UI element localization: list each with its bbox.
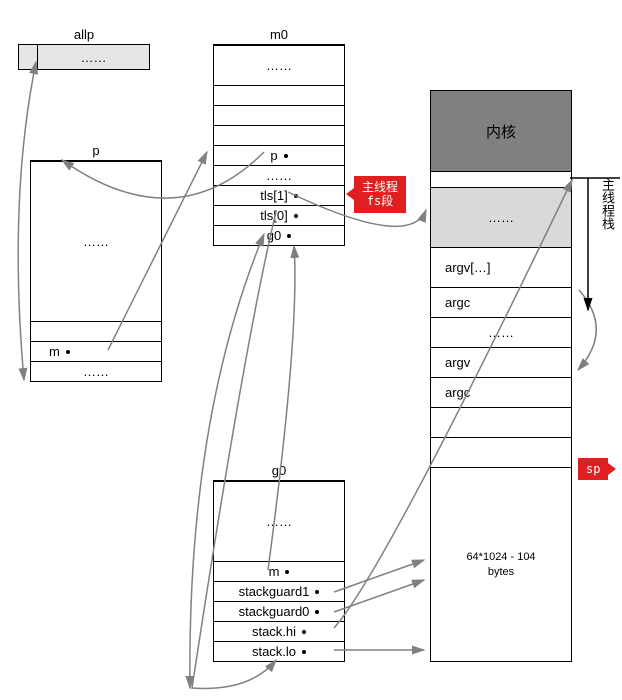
struct-row: [214, 85, 344, 105]
row-label: m: [269, 564, 280, 579]
struct-row: m: [31, 341, 161, 361]
struct-row: [431, 171, 571, 187]
struct-row: stack.lo: [214, 641, 344, 661]
struct-row: argc: [431, 377, 571, 407]
pointer-dot: [287, 234, 291, 238]
sp-tag: sp: [578, 458, 608, 480]
struct-row: tls[0]: [214, 205, 344, 225]
allp-inner: ……: [37, 45, 149, 69]
fs-tag-line2: fs段: [362, 194, 398, 208]
m0-struct: m0 ……p……tls[1]tls[0]g0: [213, 44, 345, 246]
struct-row: [214, 105, 344, 125]
row-label: argc: [445, 295, 470, 310]
struct-row: ……: [31, 161, 161, 321]
main-thread-stack-label: 主线程栈: [598, 178, 617, 230]
stack-struct: 内核 …… argv[…] argc …… argv argc 64*1024 - 104 b…: [430, 90, 572, 662]
struct-row: 64*1024 - 104 bytes: [431, 467, 571, 661]
struct-row: p: [214, 145, 344, 165]
g0-title: g0: [214, 463, 344, 478]
struct-row: ……: [214, 165, 344, 185]
row-label: tls[0]: [260, 208, 287, 223]
struct-row: stackguard0: [214, 601, 344, 621]
sp-tag-text: sp: [586, 462, 600, 476]
row-label: 64*1024 - 104 bytes: [466, 550, 535, 579]
row-label: stack.lo: [252, 644, 296, 659]
row-label: ……: [83, 234, 109, 249]
struct-row: ……: [31, 361, 161, 381]
row-label: argc: [445, 385, 470, 400]
row-label: tls[1]: [260, 188, 287, 203]
allp-struct: allp ……: [18, 44, 150, 70]
row-label: stackguard1: [239, 584, 310, 599]
pointer-dot: [284, 154, 288, 158]
struct-row: [31, 321, 161, 341]
p-struct: p ……m……: [30, 160, 162, 382]
fs-tag: 主线程 fs段: [354, 176, 406, 213]
allp-title: allp: [19, 27, 149, 42]
struct-row: [431, 407, 571, 437]
pointer-dot: [302, 630, 306, 634]
pointer-dot: [285, 570, 289, 574]
allp-dots: ……: [81, 50, 107, 65]
row-label: stackguard0: [239, 604, 310, 619]
row-label: ……: [266, 514, 292, 529]
fs-tag-line1: 主线程: [362, 180, 398, 194]
struct-row: ……: [214, 481, 344, 561]
row-label: stack.hi: [252, 624, 296, 639]
struct-row: ……: [214, 45, 344, 85]
row-label: 内核: [486, 121, 516, 142]
row-label: argv: [445, 355, 470, 370]
struct-row: tls[1]: [214, 185, 344, 205]
pointer-dot: [66, 350, 70, 354]
struct-row: 内核: [431, 91, 571, 171]
struct-row: [431, 437, 571, 467]
row-label: ……: [488, 210, 514, 225]
m0-title: m0: [214, 27, 344, 42]
struct-row: argv[…]: [431, 247, 571, 287]
row-label: p: [270, 148, 277, 163]
struct-row: m: [214, 561, 344, 581]
row-label: ……: [266, 58, 292, 73]
p-title: p: [31, 143, 161, 158]
struct-row: argc: [431, 287, 571, 317]
pointer-dot: [294, 194, 298, 198]
struct-row: ……: [431, 187, 571, 247]
struct-row: [214, 125, 344, 145]
g0-struct: g0 ……mstackguard1stackguard0stack.histac…: [213, 480, 345, 662]
struct-row: ……: [431, 317, 571, 347]
pointer-dot: [315, 590, 319, 594]
row-label: ……: [266, 168, 292, 183]
pointer-dot: [294, 214, 298, 218]
row-label: argv[…]: [445, 260, 491, 275]
row-label: m: [49, 344, 60, 359]
struct-row: argv: [431, 347, 571, 377]
struct-row: stack.hi: [214, 621, 344, 641]
pointer-dot: [302, 650, 306, 654]
struct-row: g0: [214, 225, 344, 245]
row-label: ……: [488, 325, 514, 340]
pointer-dot: [315, 610, 319, 614]
row-label: ……: [83, 364, 109, 379]
struct-row: stackguard1: [214, 581, 344, 601]
row-label: g0: [267, 228, 281, 243]
